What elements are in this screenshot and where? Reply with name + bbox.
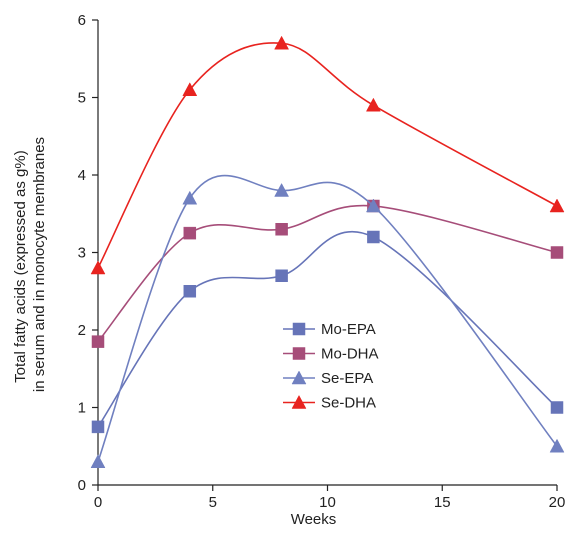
legend-entry: Mo-EPA xyxy=(283,321,376,338)
legend-swatch-marker xyxy=(291,370,307,385)
series-se-dha xyxy=(90,35,565,275)
legend-label: Se-DHA xyxy=(321,395,376,412)
data-point xyxy=(275,269,288,282)
data-point xyxy=(550,246,564,259)
series-line xyxy=(97,42,558,269)
series-line xyxy=(97,174,558,463)
x-tick-label: 10 xyxy=(319,494,336,511)
y-tick-label: 6 xyxy=(78,12,86,29)
data-point xyxy=(182,190,198,205)
data-point xyxy=(90,454,106,468)
data-point xyxy=(182,82,198,96)
x-tick-label: 0 xyxy=(94,494,102,511)
data-point xyxy=(365,198,381,213)
y-tick-label: 3 xyxy=(78,245,86,262)
data-point xyxy=(367,230,380,244)
axes: 0 1 2 3 4 5 6 0 5 10 15 20 xyxy=(78,12,566,511)
legend-label: Mo-DHA xyxy=(321,346,379,363)
data-point xyxy=(275,223,288,236)
x-axis-title: Weeks xyxy=(291,511,337,528)
series-mo-epa xyxy=(91,230,564,434)
legend-swatch-marker xyxy=(292,347,306,360)
data-point xyxy=(91,420,105,434)
legend-entry: Mo-DHA xyxy=(283,346,379,363)
y-tick-label: 4 xyxy=(78,167,86,184)
y-tick-label: 0 xyxy=(78,477,86,494)
y-tick-label: 2 xyxy=(78,322,86,339)
legend-entry: Se-EPA xyxy=(283,370,373,387)
legend-label: Mo-EPA xyxy=(321,321,376,338)
data-point xyxy=(183,285,197,298)
data-point xyxy=(549,198,565,213)
y-axis-title-line-2: in serum and in monocyte membranes xyxy=(31,137,48,392)
data-point xyxy=(274,182,290,197)
legend-entry: Se-DHA xyxy=(283,395,376,412)
data-point xyxy=(365,97,381,112)
legend-swatch-marker xyxy=(291,394,307,409)
y-axis-title: Total fatty acids (expressed as g%) in s… xyxy=(12,137,48,392)
data-point xyxy=(274,35,290,50)
data-point xyxy=(183,226,197,240)
data-point xyxy=(91,335,105,348)
x-tick-label: 5 xyxy=(209,494,217,511)
y-tick-label: 5 xyxy=(78,90,86,107)
y-axis-title-line-1: Total fatty acids (expressed as g%) xyxy=(12,150,29,383)
y-tick-label: 1 xyxy=(78,400,86,417)
x-tick-label: 15 xyxy=(434,494,451,511)
data-point xyxy=(550,401,564,414)
legend-label: Se-EPA xyxy=(321,370,373,387)
legend-swatch-marker xyxy=(292,322,306,336)
data-point xyxy=(549,438,565,453)
data-point xyxy=(90,260,106,275)
series-se-epa xyxy=(90,174,565,468)
series-line xyxy=(97,230,558,428)
x-tick-label: 20 xyxy=(549,494,566,511)
legend: Mo-EPA Mo-DHA Se-EPA Se-DHA xyxy=(283,321,379,412)
series-layer xyxy=(90,35,565,468)
